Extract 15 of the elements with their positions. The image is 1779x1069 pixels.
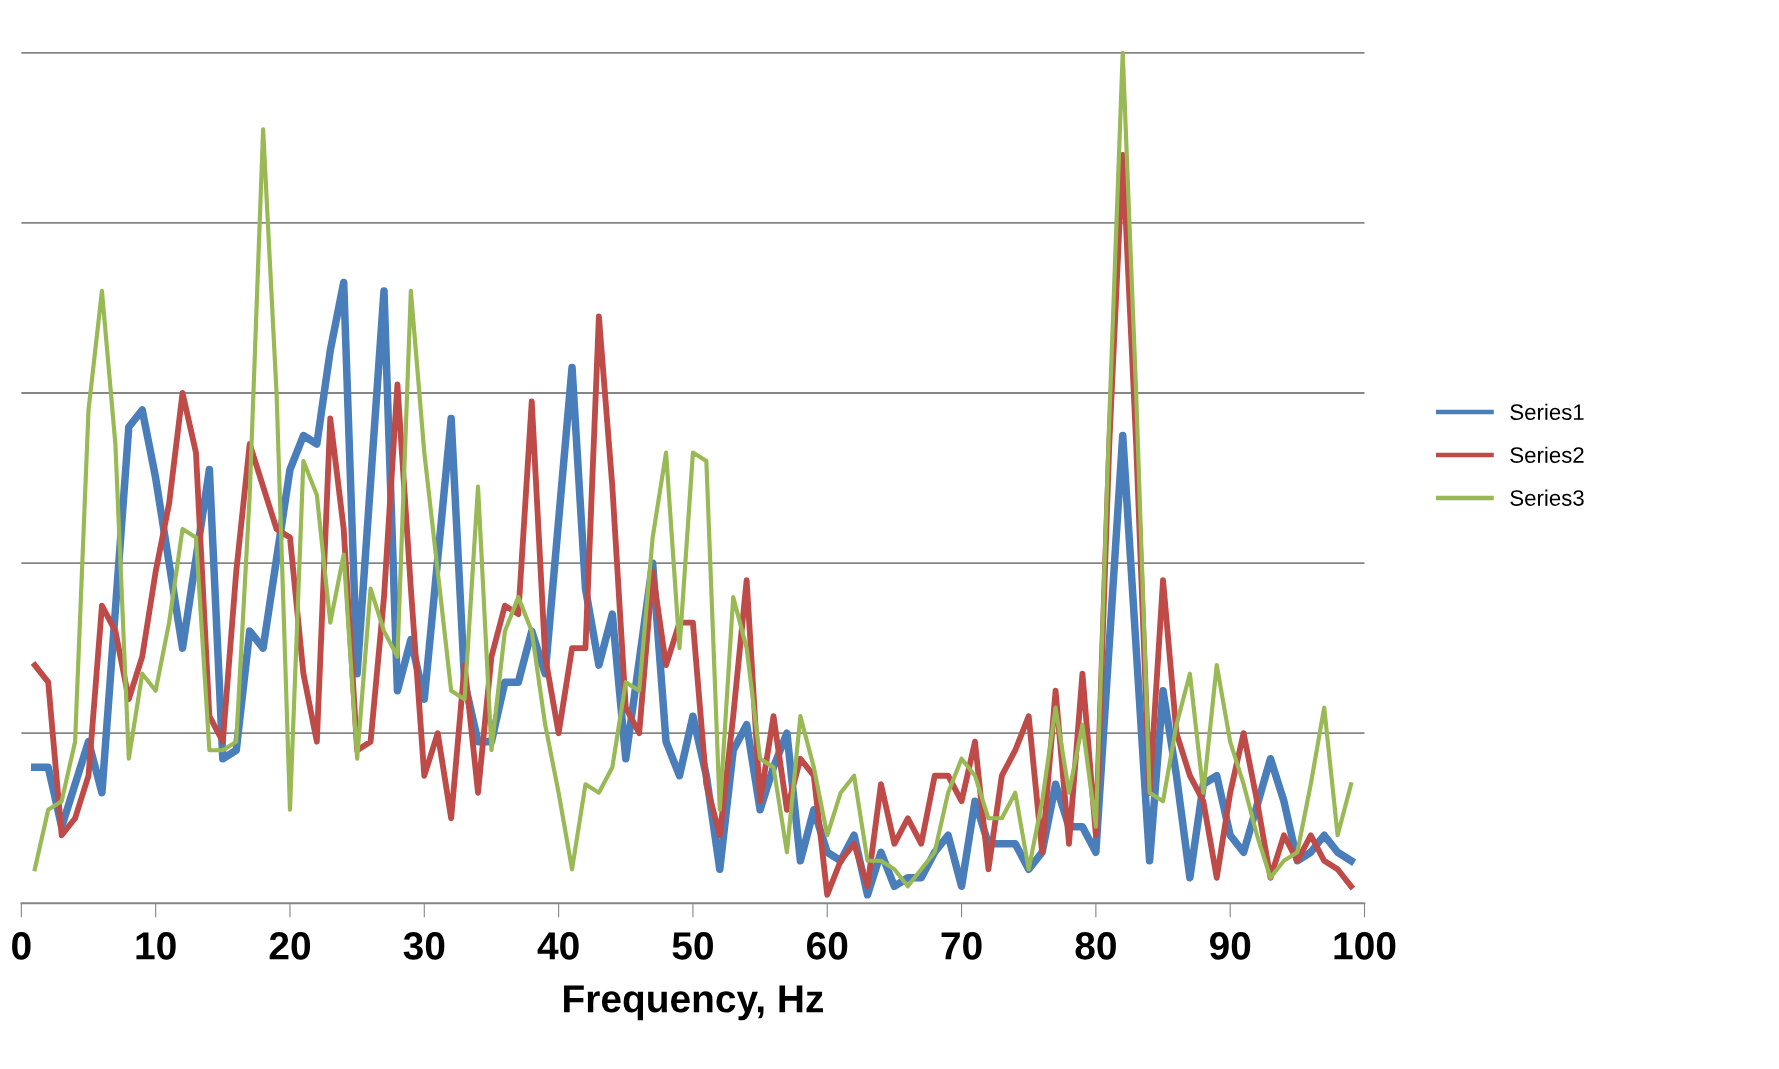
legend-label: Series2 [1510, 446, 1584, 463]
x-tick-label: 10 [136, 932, 176, 960]
x-axis-title: Frequency, Hz [564, 985, 823, 1021]
x-tick-label: 80 [1075, 932, 1116, 960]
x-tick-label: 100 [1334, 932, 1396, 960]
legend-label: Series3 [1510, 489, 1584, 506]
legend-label: Series1 [1510, 403, 1584, 421]
x-tick-label: 70 [941, 932, 982, 960]
x-tick-label: 30 [403, 932, 445, 960]
x-tick-label: 60 [807, 932, 848, 960]
x-tick-label: 50 [672, 932, 713, 960]
x-tick-label: 90 [1209, 932, 1251, 960]
x-tick-label: 0 [12, 932, 31, 960]
x-tick-label: 40 [537, 932, 579, 960]
x-tick-label: 20 [269, 932, 311, 960]
